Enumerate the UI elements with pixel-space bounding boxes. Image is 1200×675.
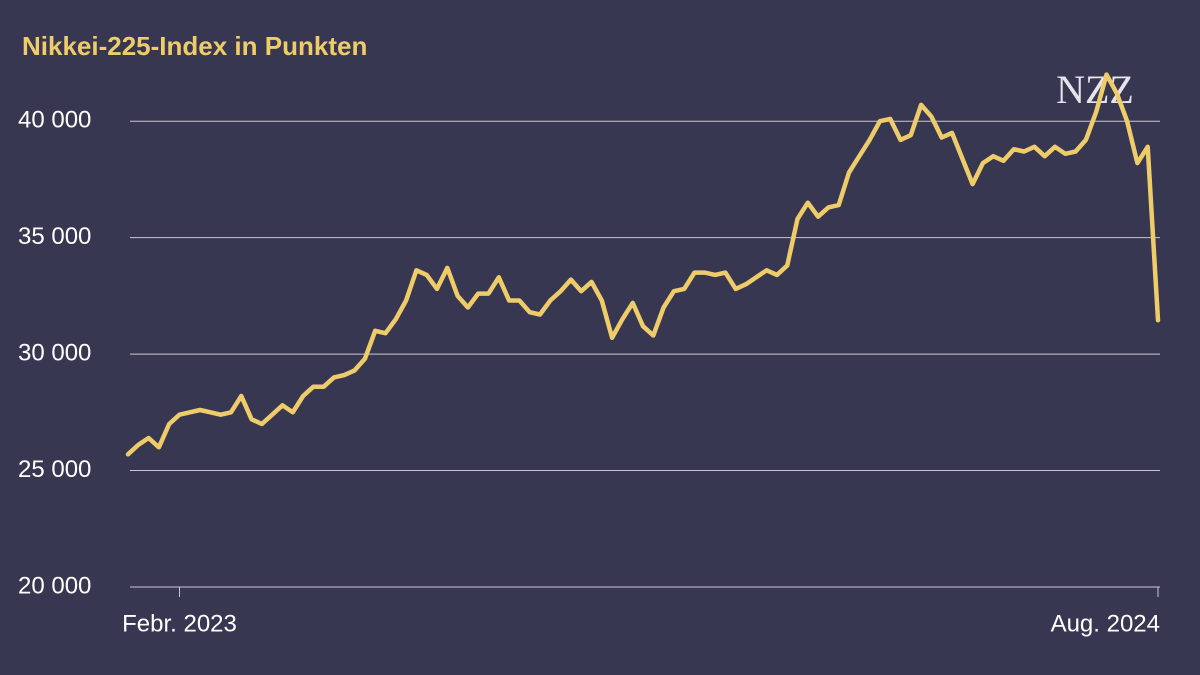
y-tick-label: 30 000: [18, 339, 91, 366]
x-tick-label: Febr. 2023: [122, 610, 237, 637]
y-tick-label: 25 000: [18, 456, 91, 483]
x-tick-label: Aug. 2024: [1051, 610, 1160, 637]
y-tick-label: 40 000: [18, 107, 91, 134]
chart-title: Nikkei-225-Index in Punkten: [22, 31, 367, 61]
line: [125, 72, 1161, 457]
y-tick-label: 35 000: [18, 223, 91, 250]
y-tick-label: 20 000: [18, 572, 91, 599]
